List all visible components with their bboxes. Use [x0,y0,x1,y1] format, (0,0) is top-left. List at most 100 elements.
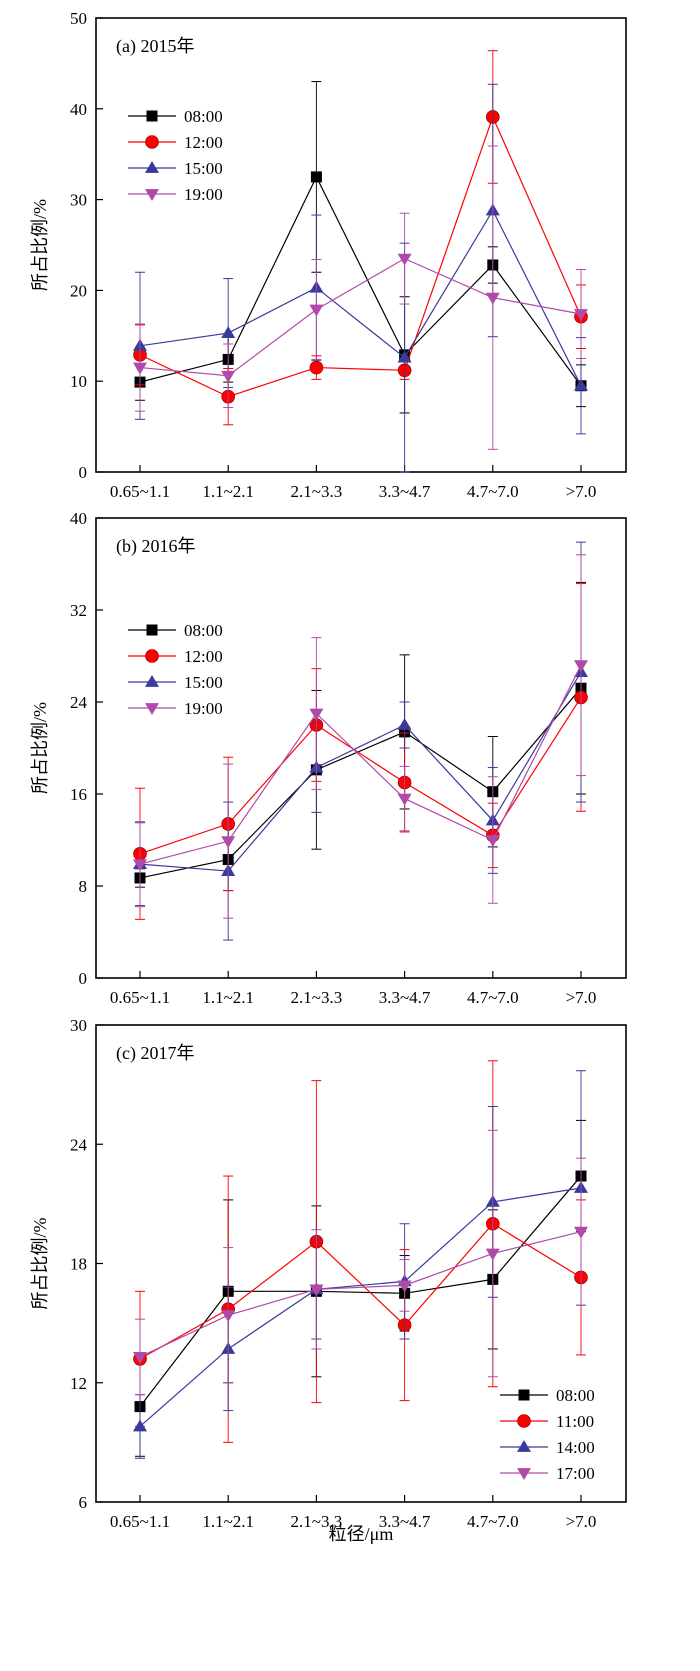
panel-title: (c) 2017年 [116,1043,194,1064]
series-line [139,1175,582,1407]
y-tick-label: 32 [70,601,87,620]
legend-label: 08:00 [184,107,223,126]
y-tick-label: 20 [70,281,87,300]
x-tick-label: 1.1~2.1 [202,1512,254,1531]
data-point [221,370,236,383]
data-point [309,304,324,317]
legend-label: 11:00 [556,1412,594,1431]
x-tick-label: 0.65~1.1 [110,482,170,501]
y-tick-label: 50 [70,9,87,28]
legend-label: 15:00 [184,159,223,178]
legend-label: 15:00 [184,673,223,692]
x-tick-label: 3.3~4.7 [379,988,431,1007]
legend-marker [145,675,159,687]
y-tick-label: 40 [70,509,87,528]
x-tick-label: 0.65~1.1 [110,1512,170,1531]
series-08:00 [134,1119,587,1457]
data-point [221,1310,236,1323]
y-tick-label: 24 [70,1135,88,1154]
series-15:00 [133,541,588,941]
series-line [139,257,582,377]
data-point [397,1280,412,1293]
panel-title: (b) 2016年 [116,536,196,557]
x-tick-label: >7.0 [566,1512,597,1531]
panel-title: (a) 2015年 [116,36,194,57]
y-tick-label: 30 [70,191,87,210]
plot-frame [95,17,627,473]
data-point [485,835,500,847]
x-tick-label: 0.65~1.1 [110,988,170,1007]
y-tick-label: 18 [70,1255,87,1274]
legend-marker [145,649,159,663]
data-point [574,660,588,673]
y-tick-label: 40 [70,100,87,119]
legend-marker [145,135,159,149]
legend: 08:00 12:00 15:00 19:00 [128,107,223,204]
data-point [133,1419,147,1432]
series-08:00 [134,81,587,414]
y-tick-label: 0 [79,463,88,482]
series-line [139,671,582,872]
series-19:00 [133,145,588,450]
data-point [309,360,324,375]
data-point [485,1248,500,1261]
legend-marker [145,703,159,715]
data-point [309,708,324,721]
x-tick-label: 2.1~3.3 [291,482,343,501]
x-tick-label: >7.0 [566,482,597,501]
data-point [397,718,412,730]
y-tick-label: 12 [70,1374,87,1393]
y-tick-label: 8 [79,877,88,896]
y-axis-title: 所占比例/% [30,1217,50,1309]
y-axis-title: 所占比例/% [30,199,50,291]
data-point [574,378,588,391]
legend-marker [145,189,159,201]
y-tick-label: 24 [70,693,88,712]
chart-panel-2: 0 8 16 24 32 40 0.65~1.1 1.1~2.1 2.1~3.3 3.3~4.7 4… [30,509,627,1007]
series-11:00 [133,1060,588,1443]
data-point [309,1284,324,1297]
legend-label: 17:00 [556,1464,595,1483]
y-tick-label: 30 [70,1016,87,1035]
series-line [139,1231,582,1358]
plot-frame [95,517,627,979]
legend-label: 08:00 [556,1386,595,1405]
x-tick-label: 2.1~3.3 [291,1512,343,1531]
data-point [221,836,236,849]
y-tick-label: 0 [79,969,88,988]
y-axis-title: 所占比例/% [30,702,50,794]
data-point [485,292,500,305]
series-line [139,115,582,398]
series-line [139,687,582,879]
legend-label: 08:00 [184,621,223,640]
legend-label: 19:00 [184,185,223,204]
x-axis-title: 粒径/μm [329,1524,394,1544]
data-point [574,1226,588,1239]
legend-marker [145,161,159,173]
series-line [139,1187,582,1427]
data-point [133,1352,147,1364]
series-line [139,1222,582,1360]
x-tick-label: >7.0 [566,988,597,1007]
legend-marker [518,1389,530,1401]
legend-marker [517,1468,531,1480]
data-point [310,171,322,183]
legend-marker [146,110,158,122]
plot-frame [95,1024,627,1503]
legend: 08:00 11:00 14:00 17:00 [500,1386,595,1483]
series-line [139,209,582,387]
x-tick-label: 2.1~3.3 [291,988,343,1007]
legend: 08:00 12:00 15:00 19:00 [128,621,223,718]
legend-label: 19:00 [184,699,223,718]
data-point [574,309,588,322]
x-tick-label: 4.7~7.0 [467,482,519,501]
chart-panel-3: 6 12 18 24 30 0.65~1.1 1.1~2.1 2.1~3.3 3.3~4.7 4.… [30,1016,627,1531]
series-line [139,175,582,387]
y-tick-label: 10 [70,372,87,391]
legend-label: 14:00 [556,1438,595,1457]
y-tick-label: 6 [79,1493,88,1512]
data-point [133,362,147,375]
x-tick-label: 3.3~4.7 [379,1512,431,1531]
series-line [139,664,582,865]
